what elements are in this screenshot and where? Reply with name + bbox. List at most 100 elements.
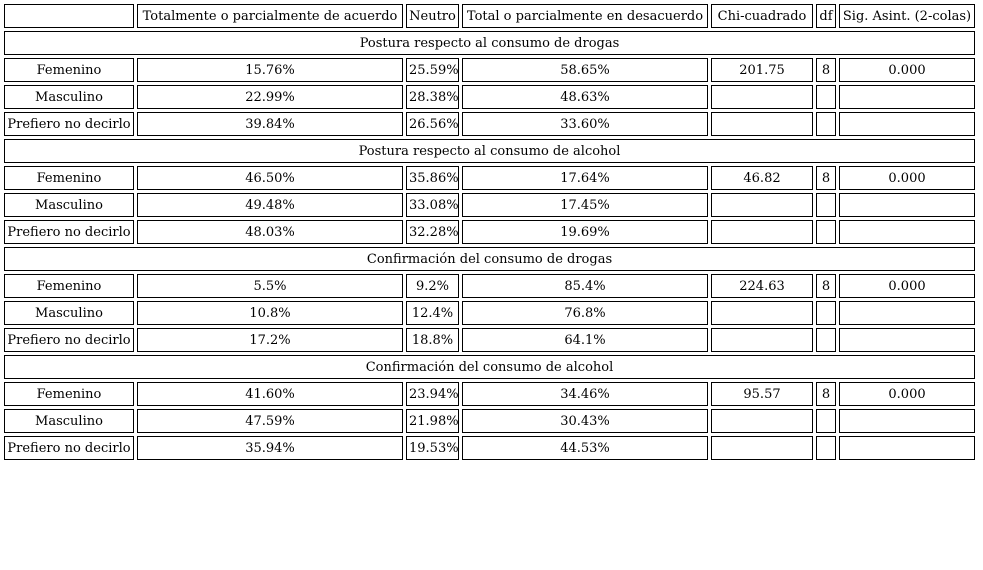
chi_square-cell <box>711 436 813 460</box>
data-row: Femenino 5.5% 9.2% 85.4% 224.63 8 0.000 <box>4 274 975 298</box>
sig-cell <box>839 328 975 352</box>
row-label: Femenino <box>4 58 134 82</box>
neutro-cell: 19.53% <box>406 436 459 460</box>
sig-cell <box>839 220 975 244</box>
neutro-cell: 26.56% <box>406 112 459 136</box>
row-label: Masculino <box>4 193 134 217</box>
disagree-cell: 85.4% <box>462 274 708 298</box>
chi_square-cell: 46.82 <box>711 166 813 190</box>
neutro-cell: 18.8% <box>406 328 459 352</box>
disagree-cell: 17.45% <box>462 193 708 217</box>
data-row: Masculino 47.59% 21.98% 30.43% <box>4 409 975 433</box>
sig-cell: 0.000 <box>839 274 975 298</box>
column-header-neutro: Neutro <box>406 4 459 28</box>
row-label: Prefiero no decirlo <box>4 436 134 460</box>
df-cell: 8 <box>816 166 836 190</box>
agree-cell: 49.48% <box>137 193 403 217</box>
sig-cell: 0.000 <box>839 166 975 190</box>
disagree-cell: 34.46% <box>462 382 708 406</box>
data-row: Masculino 49.48% 33.08% 17.45% <box>4 193 975 217</box>
sig-cell <box>839 193 975 217</box>
section-title: Postura respecto al consumo de drogas <box>4 31 975 55</box>
row-label: Femenino <box>4 166 134 190</box>
row-label: Masculino <box>4 85 134 109</box>
data-row: Prefiero no decirlo 35.94% 19.53% 44.53% <box>4 436 975 460</box>
section-title-row: Postura respecto al consumo de alcohol <box>4 139 975 163</box>
section-title: Postura respecto al consumo de alcohol <box>4 139 975 163</box>
df-cell: 8 <box>816 58 836 82</box>
df-cell: 8 <box>816 382 836 406</box>
row-label: Femenino <box>4 274 134 298</box>
neutro-cell: 28.38% <box>406 85 459 109</box>
column-header-row_label <box>4 4 134 28</box>
chi_square-cell <box>711 301 813 325</box>
df-cell <box>816 193 836 217</box>
agree-cell: 10.8% <box>137 301 403 325</box>
column-header-sig: Sig. Asint. (2-colas) <box>839 4 975 28</box>
data-row: Masculino 10.8% 12.4% 76.8% <box>4 301 975 325</box>
row-label: Prefiero no decirlo <box>4 112 134 136</box>
chi_square-cell: 224.63 <box>711 274 813 298</box>
disagree-cell: 44.53% <box>462 436 708 460</box>
df-cell <box>816 220 836 244</box>
row-label: Femenino <box>4 382 134 406</box>
data-row: Femenino 41.60% 23.94% 34.46% 95.57 8 0.000 <box>4 382 975 406</box>
chi_square-cell <box>711 409 813 433</box>
sig-cell: 0.000 <box>839 58 975 82</box>
data-row: Prefiero no decirlo 48.03% 32.28% 19.69% <box>4 220 975 244</box>
chi_square-cell <box>711 112 813 136</box>
df-cell: 8 <box>816 274 836 298</box>
neutro-cell: 25.59% <box>406 58 459 82</box>
section-title-row: Postura respecto al consumo de drogas <box>4 31 975 55</box>
neutro-cell: 9.2% <box>406 274 459 298</box>
sig-cell <box>839 301 975 325</box>
agree-cell: 46.50% <box>137 166 403 190</box>
disagree-cell: 19.69% <box>462 220 708 244</box>
df-cell <box>816 409 836 433</box>
row-label: Prefiero no decirlo <box>4 220 134 244</box>
agree-cell: 47.59% <box>137 409 403 433</box>
neutro-cell: 32.28% <box>406 220 459 244</box>
neutro-cell: 35.86% <box>406 166 459 190</box>
neutro-cell: 33.08% <box>406 193 459 217</box>
chi-square-results-table: Totalmente o parcialmente de acuerdo Neut… <box>1 1 978 463</box>
neutro-cell: 12.4% <box>406 301 459 325</box>
data-row: Masculino 22.99% 28.38% 48.63% <box>4 85 975 109</box>
data-row: Femenino 15.76% 25.59% 58.65% 201.75 8 0.000 <box>4 58 975 82</box>
section-title-row: Confirmación del consumo de alcohol <box>4 355 975 379</box>
df-cell <box>816 301 836 325</box>
df-cell <box>816 112 836 136</box>
neutro-cell: 23.94% <box>406 382 459 406</box>
neutro-cell: 21.98% <box>406 409 459 433</box>
df-cell <box>816 85 836 109</box>
agree-cell: 17.2% <box>137 328 403 352</box>
chi_square-cell <box>711 193 813 217</box>
chi_square-cell <box>711 328 813 352</box>
data-row: Prefiero no decirlo 17.2% 18.8% 64.1% <box>4 328 975 352</box>
agree-cell: 41.60% <box>137 382 403 406</box>
sig-cell <box>839 436 975 460</box>
agree-cell: 5.5% <box>137 274 403 298</box>
agree-cell: 15.76% <box>137 58 403 82</box>
df-cell <box>816 436 836 460</box>
sig-cell <box>839 85 975 109</box>
column-header-df: df <box>816 4 836 28</box>
agree-cell: 39.84% <box>137 112 403 136</box>
disagree-cell: 64.1% <box>462 328 708 352</box>
section-title-row: Confirmación del consumo de drogas <box>4 247 975 271</box>
row-label: Prefiero no decirlo <box>4 328 134 352</box>
sig-cell: 0.000 <box>839 382 975 406</box>
disagree-cell: 17.64% <box>462 166 708 190</box>
column-header-agree: Totalmente o parcialmente de acuerdo <box>137 4 403 28</box>
sig-cell <box>839 112 975 136</box>
row-label: Masculino <box>4 409 134 433</box>
section-title: Confirmación del consumo de drogas <box>4 247 975 271</box>
header-row: Totalmente o parcialmente de acuerdo Neut… <box>4 4 975 28</box>
agree-cell: 35.94% <box>137 436 403 460</box>
agree-cell: 48.03% <box>137 220 403 244</box>
section-title: Confirmación del consumo de alcohol <box>4 355 975 379</box>
disagree-cell: 48.63% <box>462 85 708 109</box>
disagree-cell: 76.8% <box>462 301 708 325</box>
disagree-cell: 30.43% <box>462 409 708 433</box>
